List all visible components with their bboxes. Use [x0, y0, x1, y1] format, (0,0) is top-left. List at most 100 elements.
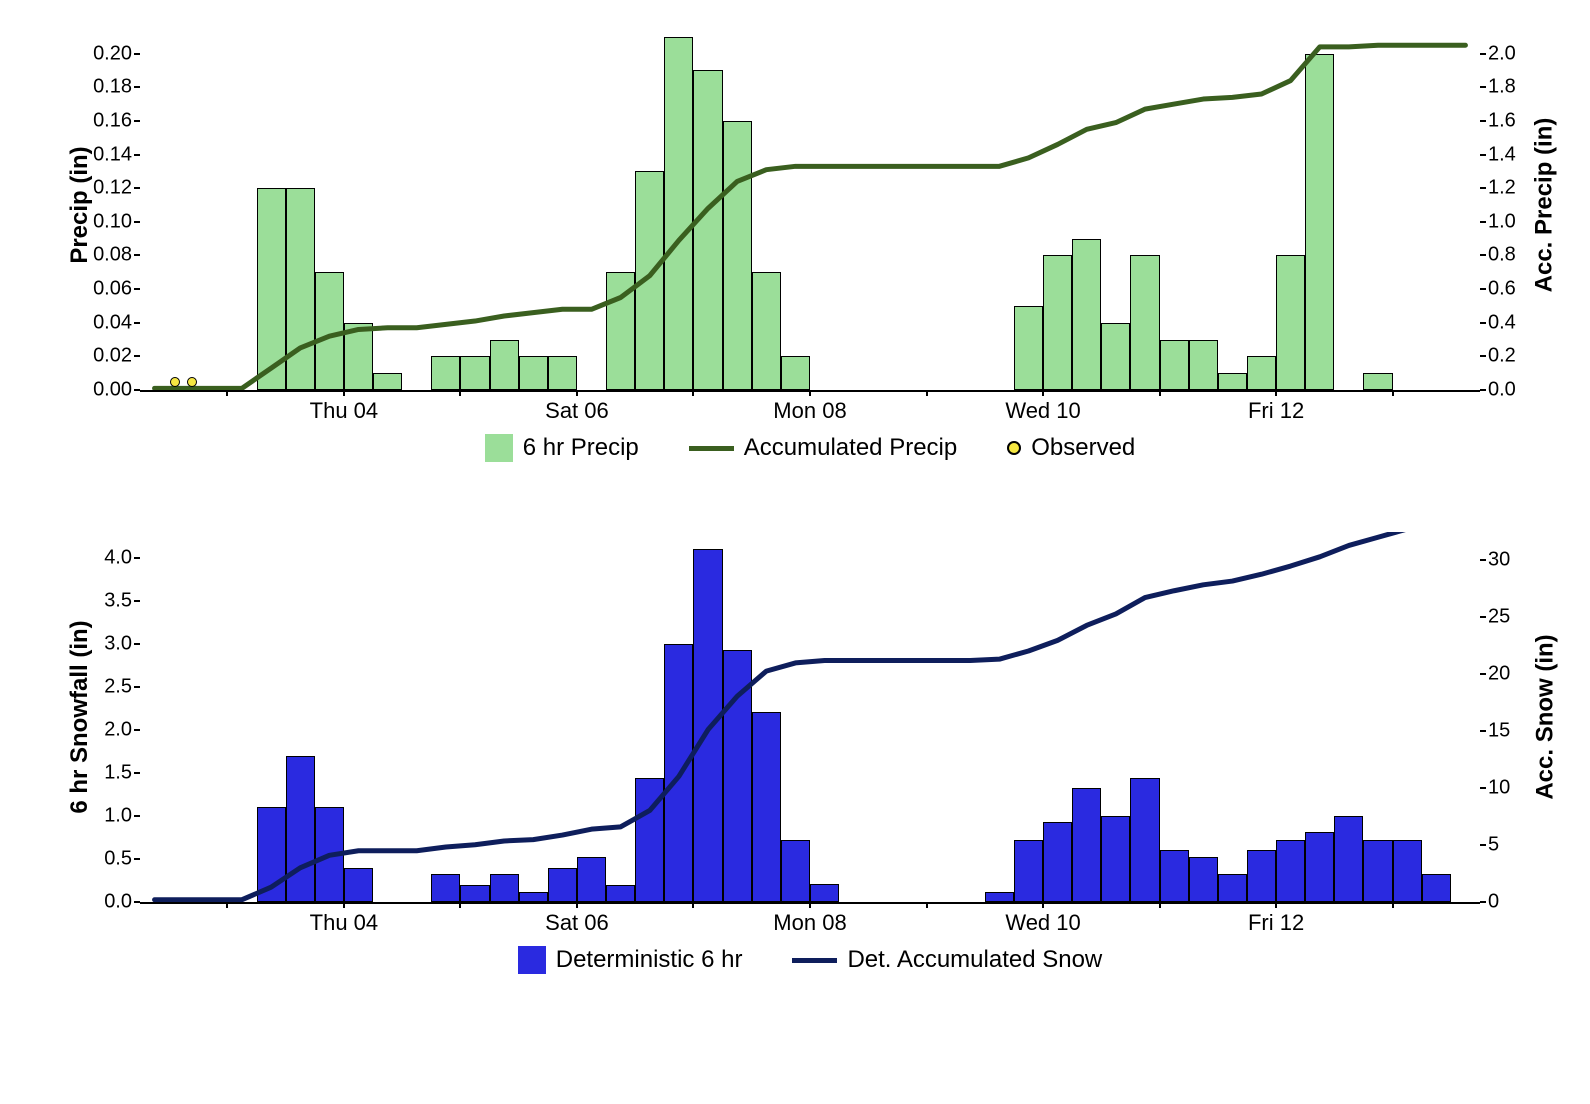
bar — [1305, 54, 1334, 390]
observed-marker — [187, 377, 197, 387]
legend-swatch-box-icon — [518, 946, 546, 974]
y-tick-left: 0.20 — [93, 42, 140, 65]
legend-swatch-circle-icon — [1007, 441, 1021, 455]
x-tick: Sat 06 — [545, 390, 609, 424]
legend-item: 6 hr Precip — [485, 434, 639, 462]
plot-area: Precip (in)Acc. Precip (in)0.000.020.040… — [140, 20, 1480, 392]
bar — [373, 373, 402, 390]
legend-label: Det. Accumulated Snow — [847, 946, 1102, 974]
bar — [664, 37, 693, 390]
bar — [723, 121, 752, 390]
bar — [431, 874, 460, 902]
legend-item: Det. Accumulated Snow — [792, 946, 1102, 974]
bar — [635, 171, 664, 390]
x-tick: Mon 08 — [773, 390, 846, 424]
bar — [693, 70, 722, 390]
bar — [1393, 840, 1422, 902]
x-tick: Thu 04 — [310, 902, 379, 936]
legend-label: Deterministic 6 hr — [556, 946, 743, 974]
x-tick: Wed 10 — [1005, 902, 1080, 936]
bar — [1422, 874, 1451, 902]
legend-label: Observed — [1031, 434, 1135, 462]
bar — [1072, 239, 1101, 390]
bar — [693, 549, 722, 902]
bar — [781, 356, 810, 390]
bar — [985, 892, 1014, 902]
bar — [752, 272, 781, 390]
bar — [1189, 340, 1218, 390]
bar — [1218, 373, 1247, 390]
observed-marker — [170, 377, 180, 387]
bar — [577, 857, 606, 902]
bar — [1276, 255, 1305, 390]
bar — [315, 272, 344, 390]
bar — [257, 807, 286, 902]
x-tick: Mon 08 — [773, 902, 846, 936]
bar — [1189, 857, 1218, 902]
legend-label: Accumulated Precip — [744, 434, 957, 462]
y-tick-left: 0.12 — [93, 177, 140, 200]
bar — [1043, 255, 1072, 390]
bar — [606, 885, 635, 902]
x-tick: Fri 12 — [1248, 902, 1304, 936]
legend-item: Deterministic 6 hr — [518, 946, 743, 974]
bar — [1101, 816, 1130, 902]
bar — [752, 712, 781, 902]
bar — [490, 340, 519, 390]
plot-area: 6 hr Snowfall (in)Acc. Snow (in)0.00.51.… — [140, 532, 1480, 904]
legend: 6 hr Precip Accumulated Precip Observed — [140, 434, 1480, 462]
y-tick-left: 0.18 — [93, 76, 140, 99]
bar — [1014, 306, 1043, 390]
y-tick-left: 0.02 — [93, 345, 140, 368]
bar — [1247, 850, 1276, 902]
y-axis-left-label: Precip (in) — [66, 146, 94, 263]
bar — [1218, 874, 1247, 902]
y-tick-left: 0.00 — [93, 379, 140, 402]
y-axis-right-label: Acc. Snow (in) — [1531, 634, 1559, 799]
x-tick: Sat 06 — [545, 902, 609, 936]
bar — [1014, 840, 1043, 902]
bar — [1072, 788, 1101, 902]
bar — [1101, 323, 1130, 390]
bar — [1160, 850, 1189, 902]
bar — [635, 778, 664, 902]
bar — [519, 892, 548, 902]
bar — [548, 356, 577, 390]
bar — [1363, 840, 1392, 902]
bar — [344, 868, 373, 902]
bar — [431, 356, 460, 390]
bar — [257, 188, 286, 390]
bar — [490, 874, 519, 902]
precip-chart: Precip (in)Acc. Precip (in)0.000.020.040… — [140, 20, 1480, 462]
bar — [1247, 356, 1276, 390]
bar — [519, 356, 548, 390]
bar — [1130, 778, 1159, 902]
bar — [315, 807, 344, 902]
legend-label: 6 hr Precip — [523, 434, 639, 462]
x-tick: Wed 10 — [1005, 390, 1080, 424]
y-tick-left: 0.06 — [93, 278, 140, 301]
y-tick-left: 0.08 — [93, 244, 140, 267]
bar — [1363, 373, 1392, 390]
y-tick-left: 0.16 — [93, 109, 140, 132]
bar — [460, 885, 489, 902]
legend-swatch-line-icon — [792, 958, 837, 963]
bar — [1130, 255, 1159, 390]
y-tick-left: 0.04 — [93, 311, 140, 334]
bar — [344, 323, 373, 390]
y-axis-left-label: 6 hr Snowfall (in) — [66, 620, 94, 813]
bar — [286, 756, 315, 902]
bar — [1305, 832, 1334, 902]
bar — [1334, 816, 1363, 902]
legend-swatch-line-icon — [689, 446, 734, 451]
legend-item: Accumulated Precip — [689, 434, 957, 462]
bar — [606, 272, 635, 390]
bar — [286, 188, 315, 390]
bar — [460, 356, 489, 390]
bar — [810, 884, 839, 902]
bar — [1160, 340, 1189, 390]
x-tick: Thu 04 — [310, 390, 379, 424]
y-axis-right-label: Acc. Precip (in) — [1531, 118, 1559, 293]
bar — [781, 840, 810, 902]
x-tick: Fri 12 — [1248, 390, 1304, 424]
